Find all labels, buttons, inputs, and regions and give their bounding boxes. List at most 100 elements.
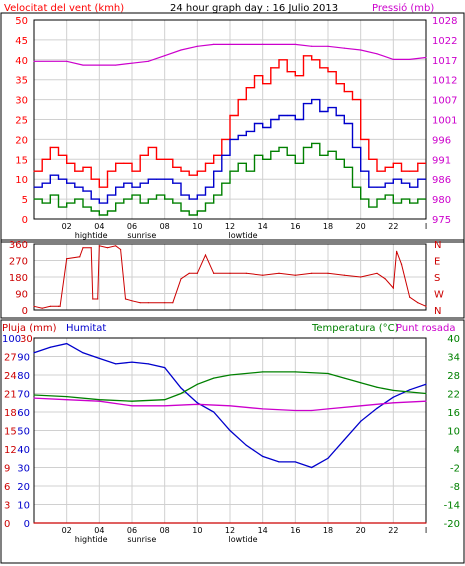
data-point xyxy=(79,256,81,258)
temperature-axis-title: Temperatura (°C) xyxy=(311,323,399,334)
data-point xyxy=(147,302,149,304)
data-point xyxy=(213,411,215,413)
temperature-y-tick-label: -2 xyxy=(450,464,460,475)
data-point xyxy=(98,202,100,204)
data-point xyxy=(180,392,182,395)
x-tick-label: 14 xyxy=(258,222,268,231)
dewpoint-axis-title: Punt rosada xyxy=(396,323,455,334)
data-point xyxy=(368,158,370,160)
data-point xyxy=(245,130,247,133)
data-point xyxy=(343,166,345,168)
humidity-y-tick-label: 70 xyxy=(17,390,30,401)
plot-frame xyxy=(33,243,427,311)
data-point xyxy=(33,305,35,307)
panel-border xyxy=(0,239,465,319)
data-point xyxy=(270,150,272,152)
data-point xyxy=(425,400,427,402)
pressure-y-tick-label: 1017 xyxy=(432,56,457,67)
data-point xyxy=(57,154,60,156)
data-point xyxy=(115,202,117,204)
wind-y-tick-label: 25 xyxy=(15,116,28,127)
data-point xyxy=(221,182,223,184)
temperature-y-tick-label: 4 xyxy=(454,445,460,456)
data-point xyxy=(327,272,329,274)
data-point xyxy=(115,162,117,164)
data-point xyxy=(311,99,313,101)
data-point xyxy=(368,206,370,208)
data-point xyxy=(237,99,239,101)
data-point xyxy=(229,429,231,432)
pressure-y-tick-label: 986 xyxy=(432,175,451,186)
data-point xyxy=(90,198,92,200)
data-point xyxy=(409,296,411,298)
data-point xyxy=(98,186,100,188)
direction-y-tick-label: 0 xyxy=(22,306,28,317)
wind-y-tick-label: 20 xyxy=(15,135,28,146)
tide-sun-annotation: hightide xyxy=(75,231,108,240)
pressure-y-tick-label: 1001 xyxy=(432,116,457,127)
data-point xyxy=(33,60,35,62)
data-point xyxy=(278,114,280,117)
humidity-y-tick-label: 40 xyxy=(17,445,30,456)
data-point xyxy=(409,170,411,172)
data-point xyxy=(172,202,174,204)
data-point xyxy=(164,399,166,401)
data-point xyxy=(82,247,84,249)
data-point xyxy=(82,206,84,208)
data-point xyxy=(213,43,215,46)
x-tick-label: 22 xyxy=(388,222,398,231)
data-point xyxy=(286,154,288,156)
wind-average-line xyxy=(34,98,426,204)
data-point xyxy=(123,198,125,200)
data-point xyxy=(98,400,100,402)
data-point xyxy=(155,194,158,196)
data-point xyxy=(106,194,109,196)
data-point xyxy=(90,247,92,249)
rain-y-tick-label: 12 xyxy=(4,445,17,456)
data-point xyxy=(57,305,60,307)
data-point xyxy=(425,383,427,385)
data-point xyxy=(164,367,166,369)
tide-sun-annotation: hightide xyxy=(75,535,108,544)
data-point xyxy=(196,210,198,212)
data-point xyxy=(400,198,403,200)
data-point xyxy=(245,170,247,172)
data-point xyxy=(376,386,378,388)
wind-y-tick-label: 10 xyxy=(15,175,28,186)
data-point xyxy=(335,114,337,117)
data-point xyxy=(278,272,280,274)
data-point xyxy=(417,178,419,180)
data-point xyxy=(33,397,35,399)
data-point xyxy=(188,272,190,274)
rain-y-tick-label: 3 xyxy=(4,501,10,512)
data-point xyxy=(384,182,386,184)
data-point xyxy=(376,186,378,188)
data-point xyxy=(82,64,84,66)
data-point xyxy=(253,154,256,156)
direction-y-tick-label: 270 xyxy=(9,257,28,268)
data-point xyxy=(74,198,76,200)
x-tick-label: 06 xyxy=(127,526,137,535)
data-point xyxy=(392,58,394,61)
tide-sun-annotation: sunrise xyxy=(127,535,156,544)
data-point xyxy=(33,352,35,354)
data-point xyxy=(123,162,125,164)
data-point xyxy=(82,352,84,354)
data-point xyxy=(33,522,35,524)
data-point xyxy=(302,146,305,148)
data-point xyxy=(400,263,403,265)
data-point xyxy=(57,178,60,180)
temperature-y-tick-label: 10 xyxy=(447,427,460,438)
pressure-line xyxy=(34,43,427,66)
data-point xyxy=(229,405,231,407)
data-point xyxy=(400,170,403,172)
temperature-y-tick-label: 40 xyxy=(447,334,460,345)
compass-tick-label: N xyxy=(434,306,441,317)
data-point xyxy=(311,409,313,412)
data-point xyxy=(59,305,61,307)
x-tick-label: I xyxy=(425,526,427,535)
humidity-y-tick-label: 90 xyxy=(17,353,30,364)
data-point xyxy=(41,307,43,309)
rain-y-tick-label: 24 xyxy=(4,371,17,382)
data-point xyxy=(196,45,198,47)
